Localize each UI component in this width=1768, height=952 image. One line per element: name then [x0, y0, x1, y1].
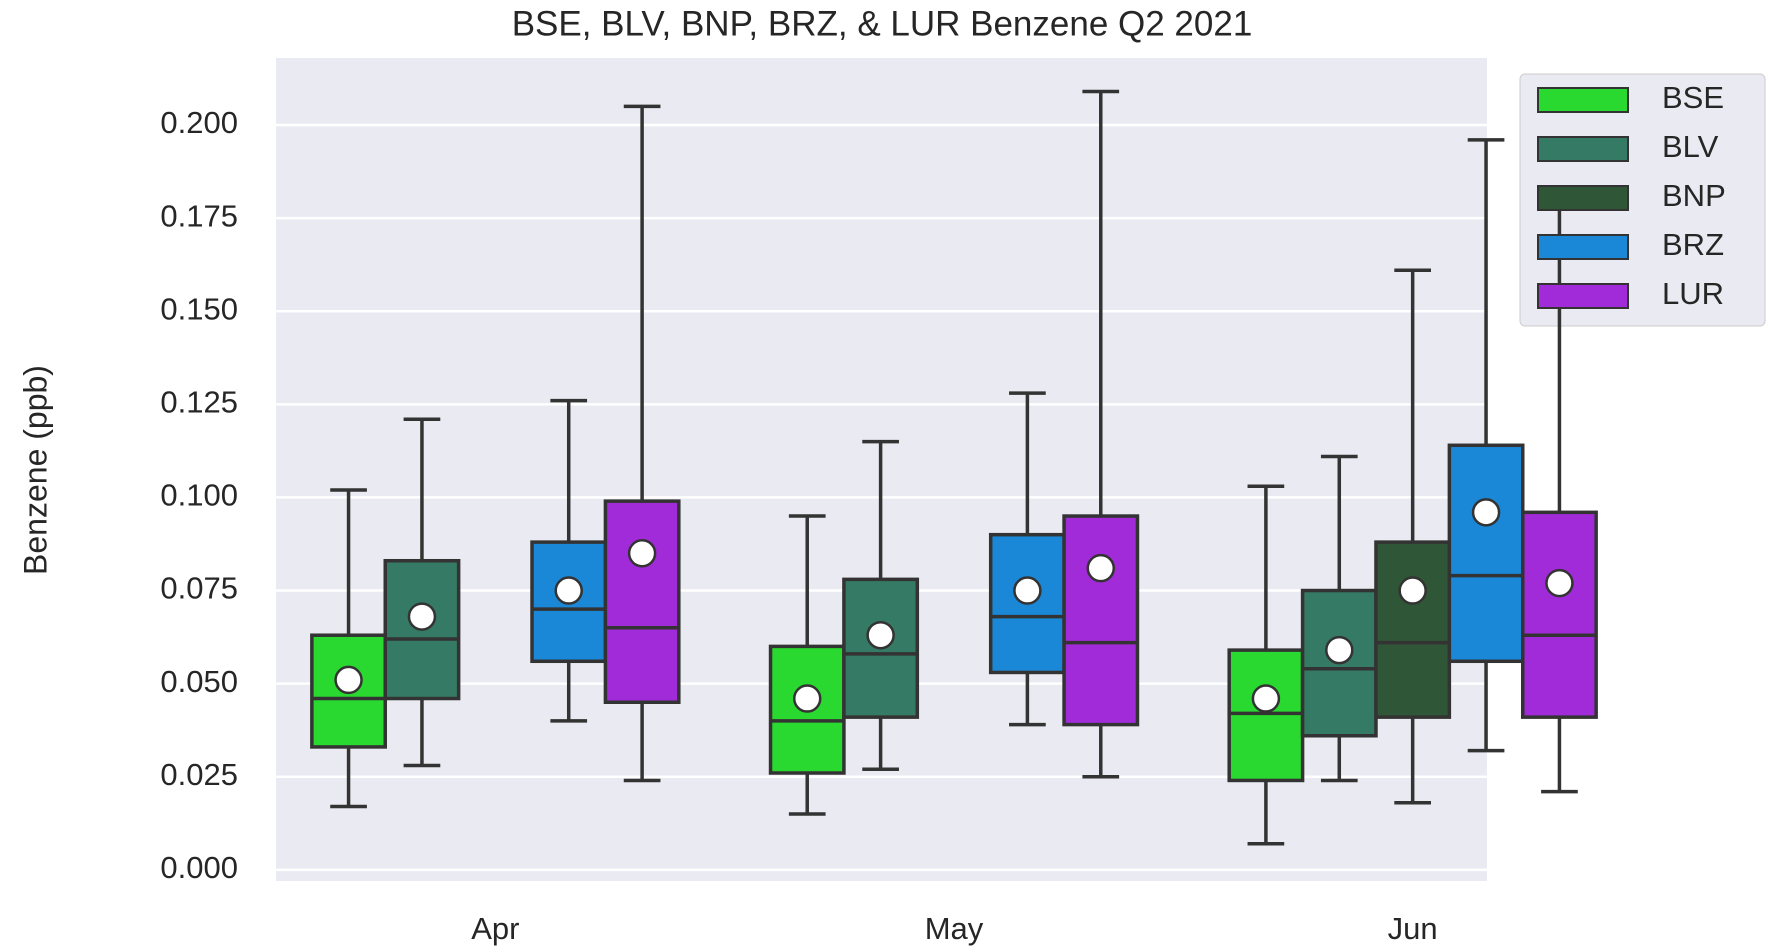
legend-label: BSE [1662, 80, 1724, 115]
mean-marker [334, 665, 363, 695]
mean-marker [554, 576, 583, 605]
legend-swatch [1537, 234, 1629, 260]
legend-swatch [1537, 136, 1629, 162]
mean-marker [1086, 553, 1116, 583]
y-tick-label: 0.150 [160, 291, 238, 326]
legend-swatch [1537, 185, 1629, 211]
mean-marker [1325, 635, 1354, 665]
box [1447, 443, 1525, 664]
mean-marker [1471, 498, 1501, 527]
chart-title: BSE, BLV, BNP, BRZ, & LUR Benzene Q2 202… [512, 4, 1253, 43]
y-tick-label: 0.200 [160, 105, 238, 140]
y-tick-label: 0.100 [160, 478, 238, 513]
mean-marker [866, 620, 895, 650]
y-tick-label: 0.050 [160, 664, 238, 699]
x-tick-label: Apr [471, 911, 519, 946]
y-tick-label: 0.125 [160, 385, 238, 420]
legend-swatch [1537, 87, 1629, 113]
box [1374, 540, 1452, 719]
x-tick-label: Jun [1388, 911, 1438, 946]
box [1227, 648, 1305, 783]
mean-marker [792, 684, 822, 713]
mean-marker [407, 602, 437, 631]
box [1520, 510, 1598, 719]
y-tick-label: 0.075 [160, 571, 238, 606]
x-tick-label: May [925, 911, 984, 946]
mean-marker [627, 539, 657, 568]
y-tick-label: 0.000 [160, 850, 238, 885]
box [603, 499, 681, 704]
mean-marker [1398, 576, 1427, 605]
legend-label: BNP [1662, 178, 1726, 213]
mean-marker [1013, 576, 1042, 605]
mean-marker [1251, 684, 1281, 713]
y-tick-label: 0.025 [160, 757, 238, 792]
legend-swatch [1537, 283, 1629, 309]
mean-marker [1545, 568, 1574, 598]
legend-label: BRZ [1662, 227, 1724, 262]
y-tick-label: 0.175 [160, 198, 238, 233]
legend-label: LUR [1662, 276, 1724, 311]
y-axis-label: Benzene (ppb) [17, 365, 53, 575]
box [1062, 514, 1140, 727]
legend-label: BLV [1662, 129, 1719, 164]
